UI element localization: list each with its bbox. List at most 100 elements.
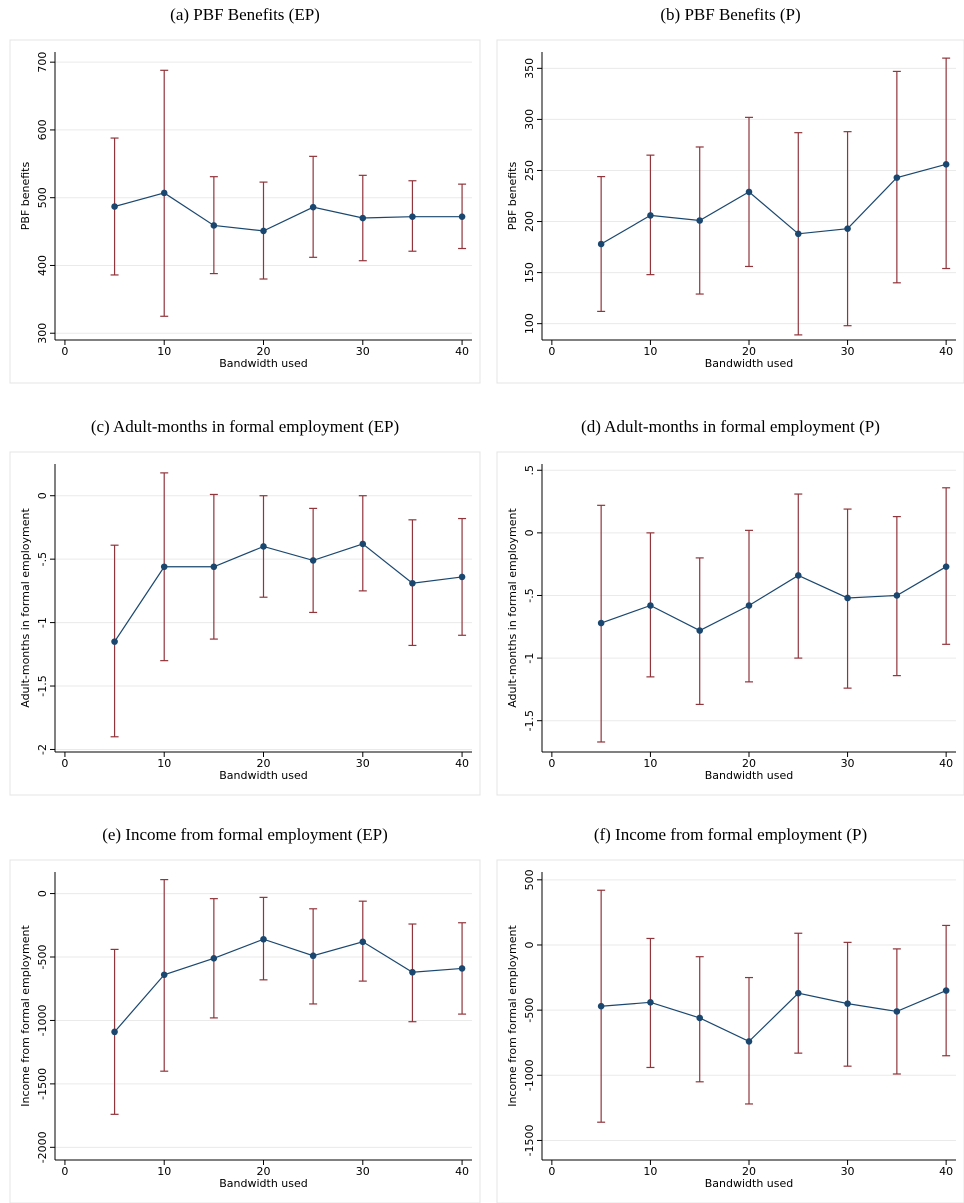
- y-tick-label: 300: [36, 323, 49, 344]
- y-tick-label: 0: [36, 890, 49, 897]
- estimate-point: [942, 987, 950, 994]
- estimate-point: [844, 594, 851, 602]
- estimate-point: [309, 203, 317, 211]
- estimate-point: [359, 540, 367, 548]
- y-tick-label: 0: [36, 492, 49, 499]
- y-tick-label: 250: [523, 160, 536, 181]
- x-tick-label: 20: [257, 757, 271, 770]
- estimate-point: [647, 602, 654, 609]
- x-tick-label: 40: [455, 345, 469, 358]
- y-axis-label: PBF benefits: [506, 162, 519, 231]
- estimate-point: [111, 1028, 118, 1036]
- x-tick-label: 10: [157, 757, 171, 770]
- y-tick-label: 150: [523, 262, 536, 283]
- y-axis-label: PBF benefits: [19, 162, 32, 231]
- estimate-point: [745, 1038, 753, 1045]
- y-axis-label: Income from formal employment: [19, 925, 32, 1107]
- estimate-point: [409, 213, 416, 220]
- estimate-line: [600, 566, 947, 632]
- y-tick-label: 100: [523, 313, 536, 334]
- y-tick-label: 0: [523, 941, 536, 948]
- panel-frame: [496, 39, 964, 384]
- x-tick-label: 20: [257, 1165, 271, 1178]
- panel-frame: [496, 859, 964, 1203]
- y-axis-label: Income from formal employment: [506, 925, 519, 1107]
- estimate-point: [160, 563, 168, 571]
- estimate-point: [696, 217, 704, 224]
- estimate-point: [794, 989, 802, 997]
- x-tick-label: 30: [356, 1165, 370, 1178]
- y-tick-label: -.5: [523, 588, 536, 602]
- estimate-point: [942, 161, 950, 168]
- estimate-point: [359, 938, 367, 946]
- x-tick-label: 20: [742, 1165, 756, 1178]
- estimate-point: [745, 188, 753, 196]
- panel-title: (d) Adult-months in formal employment (P…: [581, 417, 880, 436]
- x-tick-label: 10: [643, 1165, 657, 1178]
- x-tick-label: 0: [61, 345, 68, 358]
- estimate-point: [309, 557, 317, 564]
- x-tick-label: 0: [548, 1165, 555, 1178]
- panel-title: (e) Income from formal employment (EP): [102, 825, 388, 844]
- y-tick-label: -1.5: [36, 675, 49, 696]
- x-tick-label: 30: [841, 757, 855, 770]
- y-tick-label: -1000: [36, 1004, 49, 1036]
- estimate-point: [647, 999, 654, 1006]
- y-tick-label: -1: [36, 617, 49, 628]
- estimate-point: [696, 627, 704, 634]
- estimate-line: [601, 990, 947, 1043]
- estimate-point: [160, 189, 168, 197]
- estimate-point: [696, 1014, 704, 1022]
- x-tick-label: 30: [841, 345, 855, 358]
- x-tick-label: 0: [548, 757, 555, 770]
- x-axis-label: Bandwidth used: [705, 769, 794, 782]
- estimate-line: [600, 163, 947, 245]
- panel-title: (f) Income from formal employment (P): [594, 825, 867, 844]
- y-tick-label: 350: [523, 58, 536, 79]
- y-tick-label: 300: [523, 109, 536, 130]
- estimate-point: [597, 240, 605, 248]
- y-tick-label: -1000: [523, 1059, 536, 1091]
- x-tick-label: 40: [455, 757, 469, 770]
- y-tick-label: 700: [36, 52, 49, 73]
- estimate-point: [893, 174, 901, 181]
- panel-frame: [496, 451, 964, 796]
- x-tick-label: 0: [548, 345, 555, 358]
- x-tick-label: 20: [742, 345, 756, 358]
- estimate-point: [794, 230, 802, 238]
- y-tick-label: 0: [523, 529, 536, 536]
- panel-frame: [9, 859, 481, 1203]
- estimate-point: [111, 638, 118, 645]
- x-axis-label: Bandwidth used: [705, 357, 794, 370]
- estimate-point: [409, 968, 416, 976]
- x-tick-label: 10: [157, 1165, 171, 1178]
- estimate-point: [309, 952, 317, 960]
- panel-title: (c) Adult-months in formal employment (E…: [91, 417, 399, 436]
- x-axis-label: Bandwidth used: [219, 357, 308, 370]
- estimate-line: [114, 543, 463, 642]
- y-tick-label: 400: [36, 255, 49, 276]
- x-tick-label: 40: [939, 757, 953, 770]
- estimate-point: [597, 619, 605, 627]
- y-tick-label: -.5: [36, 552, 49, 566]
- y-tick-label: 500: [523, 869, 536, 890]
- x-tick-label: 10: [157, 345, 171, 358]
- estimate-point: [597, 1002, 605, 1010]
- x-tick-label: 10: [643, 757, 657, 770]
- x-axis-label: Bandwidth used: [705, 1177, 794, 1190]
- estimate-point: [458, 213, 466, 220]
- estimate-point: [210, 222, 218, 229]
- x-tick-label: 40: [939, 345, 953, 358]
- y-tick-label: -500: [36, 945, 49, 970]
- estimate-line: [114, 192, 463, 232]
- estimate-point: [260, 543, 267, 550]
- estimate-point: [893, 592, 901, 599]
- estimate-point: [893, 1008, 901, 1015]
- y-tick-label: -1500: [36, 1068, 49, 1100]
- y-tick-label: -2000: [36, 1131, 49, 1163]
- y-tick-label: -2: [36, 744, 49, 755]
- x-tick-label: 0: [61, 1165, 68, 1178]
- estimate-point: [210, 563, 218, 571]
- x-tick-label: 0: [61, 757, 68, 770]
- x-tick-label: 30: [841, 1165, 855, 1178]
